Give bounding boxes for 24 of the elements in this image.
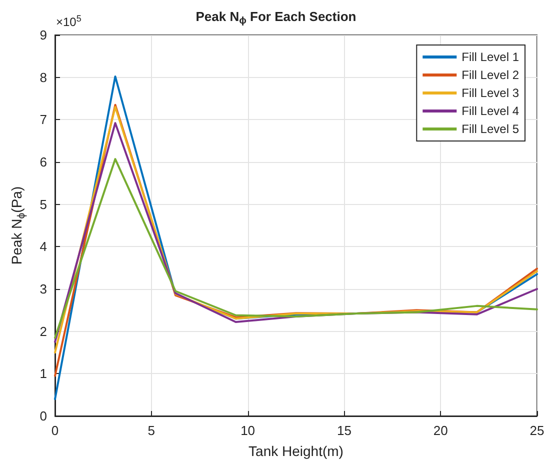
x-tick-label: 15 xyxy=(336,423,352,438)
y-tick-label: 8 xyxy=(40,70,47,85)
legend-label: Fill Level 3 xyxy=(462,86,520,100)
y-tick-label: 0 xyxy=(40,408,47,424)
legend-label: Fill Level 5 xyxy=(462,122,520,136)
y-axis-title: Peak Nϕ(Pa) xyxy=(8,186,28,265)
x-tick-label: 10 xyxy=(240,423,256,438)
legend-label: Fill Level 1 xyxy=(462,50,520,64)
legend-label: Fill Level 4 xyxy=(462,104,520,118)
x-tick-label: 5 xyxy=(148,423,156,438)
y-tick-label: 7 xyxy=(40,112,47,128)
legend-label: Fill Level 2 xyxy=(462,68,520,82)
x-tick-label: 0 xyxy=(51,423,59,438)
line-series xyxy=(54,158,538,339)
y-tick-label: 3 xyxy=(40,282,47,296)
y-tick-label: 4 xyxy=(40,239,47,254)
x-tick-label: 25 xyxy=(530,423,544,438)
y-tick-label: 9 xyxy=(40,28,47,42)
x-tick-label: 20 xyxy=(433,423,448,438)
y-tick-label: 2 xyxy=(40,324,47,339)
y-tick-label: 5 xyxy=(40,196,47,212)
y-tick-label: 6 xyxy=(40,154,47,170)
y-tick-label: 1 xyxy=(40,366,47,382)
x-axis-title: Tank Height(m) xyxy=(248,443,344,459)
